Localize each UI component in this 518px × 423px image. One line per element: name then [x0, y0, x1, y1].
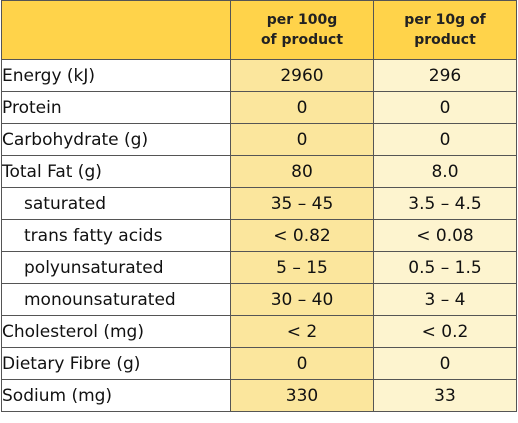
- header-blank-cell: [1, 0, 231, 60]
- nutrient-label: Total Fat (g): [1, 155, 231, 188]
- nutrient-label: saturated: [1, 187, 231, 220]
- value-per-100g: 5 – 15: [230, 251, 374, 284]
- nutrient-label: Dietary Fibre (g): [1, 347, 231, 380]
- value-per-10g: 3 – 4: [373, 283, 517, 316]
- value-per-10g: 3.5 – 4.5: [373, 187, 517, 220]
- value-per-100g: 35 – 45: [230, 187, 374, 220]
- header-row: per 100g of product per 10g of product: [1, 0, 517, 60]
- nutrient-label: Protein: [1, 91, 231, 124]
- nutrient-label: trans fatty acids: [1, 219, 231, 252]
- nutrient-label: Cholesterol (mg): [1, 315, 231, 348]
- table-row: monounsaturated 30 – 40 3 – 4: [1, 283, 517, 316]
- value-per-10g: 33: [373, 379, 517, 412]
- value-per-10g: < 0.08: [373, 219, 517, 252]
- value-per-100g: 2960: [230, 59, 374, 92]
- header-per-100g: per 100g of product: [230, 0, 374, 60]
- value-per-100g: 30 – 40: [230, 283, 374, 316]
- table-row: saturated 35 – 45 3.5 – 4.5: [1, 187, 517, 220]
- table-row: Cholesterol (mg) < 2 < 0.2: [1, 315, 517, 348]
- header-per-10g-line1: per 10g of: [404, 12, 486, 28]
- nutrient-label: polyunsaturated: [1, 251, 231, 284]
- table-row: polyunsaturated 5 – 15 0.5 – 1.5: [1, 251, 517, 284]
- value-per-100g: 0: [230, 123, 374, 156]
- header-per-10g: per 10g of product: [373, 0, 517, 60]
- value-per-100g: < 2: [230, 315, 374, 348]
- nutrient-label: Carbohydrate (g): [1, 123, 231, 156]
- header-per-100g-line2: of product: [260, 32, 344, 48]
- value-per-10g: < 0.2: [373, 315, 517, 348]
- table-row: Total Fat (g) 80 8.0: [1, 155, 517, 188]
- table-row: Dietary Fibre (g) 0 0: [1, 347, 517, 380]
- table-row: Energy (kJ) 2960 296: [1, 59, 517, 92]
- header-per-10g-line2: product: [414, 32, 476, 48]
- value-per-10g: 0: [373, 123, 517, 156]
- value-per-100g: 0: [230, 347, 374, 380]
- table-row: Sodium (mg) 330 33: [1, 379, 517, 412]
- value-per-10g: 0.5 – 1.5: [373, 251, 517, 284]
- value-per-10g: 0: [373, 347, 517, 380]
- value-per-100g: 330: [230, 379, 374, 412]
- value-per-10g: 8.0: [373, 155, 517, 188]
- value-per-10g: 296: [373, 59, 517, 92]
- table-row: trans fatty acids < 0.82 < 0.08: [1, 219, 517, 252]
- nutrient-label: Sodium (mg): [1, 379, 231, 412]
- value-per-10g: 0: [373, 91, 517, 124]
- value-per-100g: < 0.82: [230, 219, 374, 252]
- table-row: Protein 0 0: [1, 91, 517, 124]
- value-per-100g: 80: [230, 155, 374, 188]
- nutrition-table: per 100g of product per 10g of product E…: [1, 0, 517, 412]
- nutrient-label: Energy (kJ): [1, 59, 231, 92]
- value-per-100g: 0: [230, 91, 374, 124]
- table-row: Carbohydrate (g) 0 0: [1, 123, 517, 156]
- nutrient-label: monounsaturated: [1, 283, 231, 316]
- header-per-100g-line1: per 100g: [266, 12, 338, 28]
